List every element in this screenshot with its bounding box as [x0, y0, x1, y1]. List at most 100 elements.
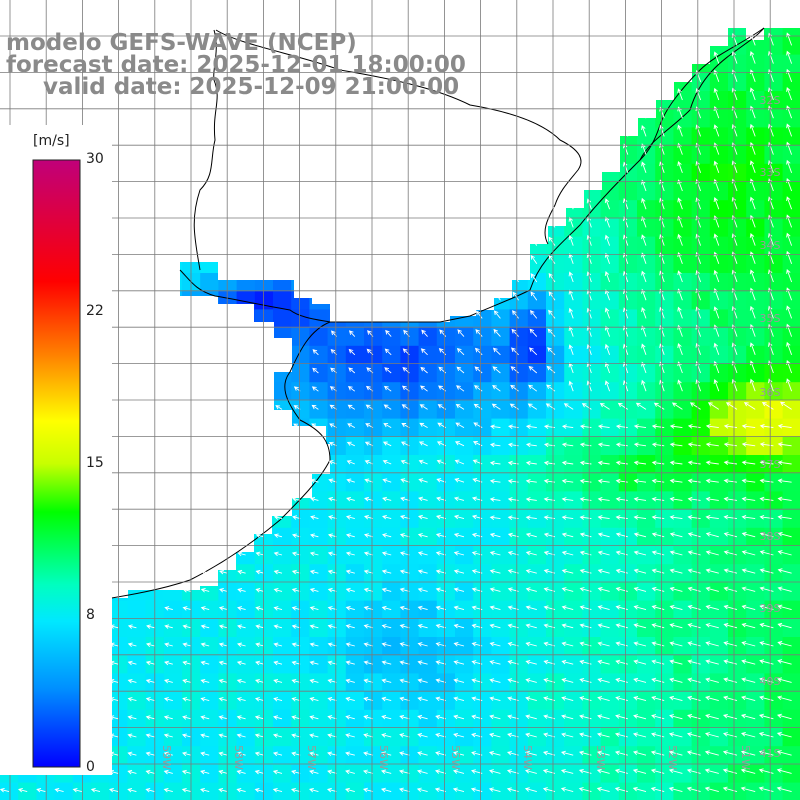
wind-arrow	[687, 659, 701, 665]
wind-speed-cell	[400, 728, 420, 747]
wind-speed-cell	[600, 491, 620, 511]
wind-speed-cell	[691, 254, 711, 274]
wind-speed-cell	[436, 582, 456, 602]
wind-arrow	[623, 289, 629, 301]
wind-speed-cell	[327, 564, 347, 583]
wind-arrow	[651, 460, 665, 466]
wind-arrow	[474, 366, 483, 374]
wind-arrow	[695, 233, 702, 246]
wind-arrow	[761, 401, 774, 410]
wind-speed-cell	[364, 400, 383, 420]
wind-arrow	[292, 460, 301, 465]
wind-arrow	[309, 587, 319, 593]
wind-arrow	[749, 196, 756, 210]
wind-speed-cell	[436, 382, 456, 401]
wind-arrow	[758, 731, 774, 738]
wind-arrow	[310, 478, 319, 484]
wind-arrow	[659, 15, 665, 28]
wind-speed-cell	[309, 673, 329, 693]
wind-speed-cell	[691, 364, 711, 383]
wind-arrow	[345, 678, 355, 684]
wind-speed-cell	[673, 400, 693, 420]
wind-speed-cell	[600, 236, 620, 256]
wind-speed-cell	[728, 709, 747, 729]
wind-arrow	[615, 659, 628, 665]
wind-arrow	[309, 769, 319, 775]
wind-arrow	[659, 161, 665, 173]
wind-speed-cell	[254, 746, 274, 765]
wind-arrow	[200, 587, 210, 593]
wind-arrow	[545, 403, 556, 410]
wind-arrow	[363, 715, 374, 720]
wind-speed-cell	[491, 509, 511, 529]
wind-arrow	[381, 587, 392, 593]
wind-arrow	[568, 16, 574, 28]
wind-speed-cell	[345, 327, 365, 347]
wind-arrow	[705, 586, 719, 592]
wind-speed-cell	[673, 127, 693, 147]
wind-speed-cell	[746, 91, 765, 110]
wind-speed-cell	[564, 418, 583, 438]
wind-arrow	[641, 343, 647, 355]
wind-arrow	[548, 236, 556, 246]
wind-speed-cell	[527, 709, 547, 729]
wind-arrow	[713, 306, 720, 319]
wind-speed-cell	[400, 418, 420, 438]
wind-arrow	[741, 423, 756, 429]
wind-arrow	[669, 478, 683, 484]
wind-speed-cell	[163, 637, 183, 656]
wind-arrow	[218, 642, 228, 648]
wind-arrow	[236, 678, 246, 684]
wind-speed-cell	[364, 491, 383, 511]
wind-speed-cell	[709, 637, 729, 656]
wind-speed-cell	[327, 509, 347, 529]
wind-arrow	[525, 550, 537, 556]
wind-speed-cell	[673, 509, 693, 529]
wind-speed-cell	[527, 309, 547, 329]
wind-arrow	[669, 659, 683, 665]
wind-speed-cell	[364, 473, 383, 492]
wind-speed-cell	[236, 782, 256, 800]
wind-arrow	[417, 533, 428, 538]
wind-speed-cell	[455, 709, 474, 729]
wind-speed-cell	[564, 273, 583, 292]
wind-arrow	[17, 787, 28, 793]
wind-arrow	[677, 306, 683, 319]
wind-speed-cell	[473, 691, 492, 711]
wind-arrow	[163, 697, 173, 702]
wind-arrow	[641, 52, 647, 64]
wind-arrow	[548, 54, 556, 64]
wind-speed-cell	[764, 728, 784, 747]
wind-speed-cell	[364, 546, 383, 565]
wind-speed-cell	[728, 691, 747, 711]
wind-arrow	[525, 641, 537, 647]
wind-speed-cell	[782, 273, 800, 292]
wind-speed-cell	[291, 673, 310, 693]
wind-speed-cell	[546, 782, 565, 800]
wind-speed-cell	[709, 546, 729, 565]
wind-arrow	[741, 695, 756, 702]
wind-speed-cell	[364, 564, 383, 583]
wind-speed-cell	[382, 364, 401, 383]
wind-speed-cell	[728, 400, 747, 420]
wind-speed-cell	[691, 218, 711, 238]
wind-arrow	[560, 787, 574, 793]
wind-speed-cell	[436, 546, 456, 565]
wind-arrow	[273, 587, 283, 593]
wind-speed-cell	[309, 364, 329, 383]
wind-arrow	[749, 14, 756, 28]
wind-arrow	[525, 659, 537, 665]
wind-speed-cell	[673, 254, 693, 274]
wind-speed-cell	[637, 509, 656, 529]
wind-speed-cell	[218, 709, 238, 729]
wind-speed-cell	[309, 782, 329, 800]
wind-speed-cell	[382, 418, 401, 438]
wind-arrow	[615, 641, 628, 647]
wind-speed-cell	[345, 691, 365, 711]
wind-speed-cell	[491, 436, 511, 456]
wind-speed-cell	[473, 546, 492, 565]
wind-arrow	[309, 569, 319, 575]
wind-arrow	[641, 0, 647, 10]
wind-arrow	[722, 713, 738, 720]
wind-arrow	[274, 442, 283, 447]
